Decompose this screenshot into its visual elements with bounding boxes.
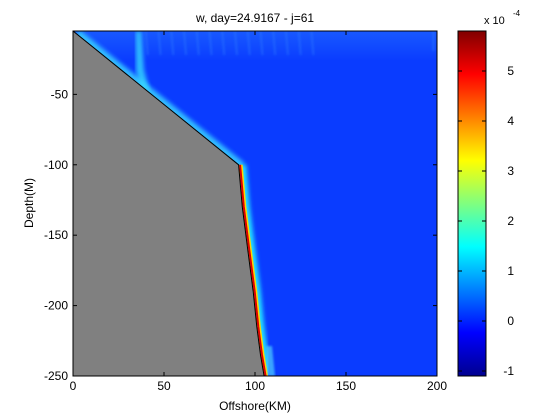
x-tick-label: 100 (245, 379, 265, 393)
colorbar-tick-label: 5 (507, 64, 514, 78)
colorbar-tick-label: 0 (507, 314, 514, 328)
colorbar-tick-label: 1 (507, 264, 514, 278)
surface-layer (73, 31, 437, 61)
surface-streak (310, 31, 315, 56)
surface-streak (259, 31, 264, 56)
surface-streak (183, 31, 188, 56)
surface-streak (233, 31, 238, 56)
surface-streak (157, 31, 162, 56)
x-axis-label: Offshore(KM) (219, 399, 291, 413)
colorbar-exponent: -4 (513, 9, 521, 18)
x-tick-label: 150 (336, 379, 356, 393)
surface-plume (136, 31, 150, 92)
upper-slope-band (74, 31, 245, 169)
surface-streaks (144, 31, 435, 56)
chart-title: w, day=24.9167 - j=61 (195, 11, 314, 25)
surface-streak (144, 31, 149, 56)
y-tick-label: -150 (44, 228, 68, 242)
y-tick-label: -250 (44, 369, 68, 383)
plot-area (73, 31, 437, 376)
colorbar-tick-label: -1 (503, 364, 514, 378)
surface-streak (170, 31, 175, 56)
colorbar-tick-label: 2 (507, 214, 514, 228)
colorbar-gradient (457, 30, 487, 377)
colorbar-tick-label: 3 (507, 164, 514, 178)
surface-streak (284, 31, 289, 56)
y-tick-label: -50 (51, 87, 69, 101)
x-tick-label: 200 (427, 379, 447, 393)
y-axis-label: Depth(M) (22, 178, 36, 228)
surface-streak (221, 31, 226, 56)
surface-streak (208, 31, 213, 56)
land-mask (73, 31, 265, 376)
x-axis: 0 50 100 150 200 (70, 31, 447, 393)
x-tick-label: 0 (70, 379, 77, 393)
surface-streak (195, 31, 200, 56)
colorbar-multiplier: x 10 (484, 15, 505, 27)
slope-jet-core (239, 164, 267, 376)
y-axis: -50 -100 -150 -200 -250 (44, 87, 437, 383)
colorbar-ticks: -1 0 1 2 3 4 5 (458, 64, 514, 378)
surface-streak (272, 31, 277, 56)
x-tick-label: 50 (157, 379, 171, 393)
y-tick-label: -100 (44, 158, 68, 172)
surface-streak (297, 31, 302, 56)
surface-streak (246, 31, 251, 56)
slope-jet-foot (266, 346, 275, 376)
y-tick-label: -200 (44, 299, 68, 313)
colorbar: -1 0 1 2 3 4 5 x 10 -4 (457, 9, 521, 378)
colorbar-tick-label: 4 (507, 114, 514, 128)
